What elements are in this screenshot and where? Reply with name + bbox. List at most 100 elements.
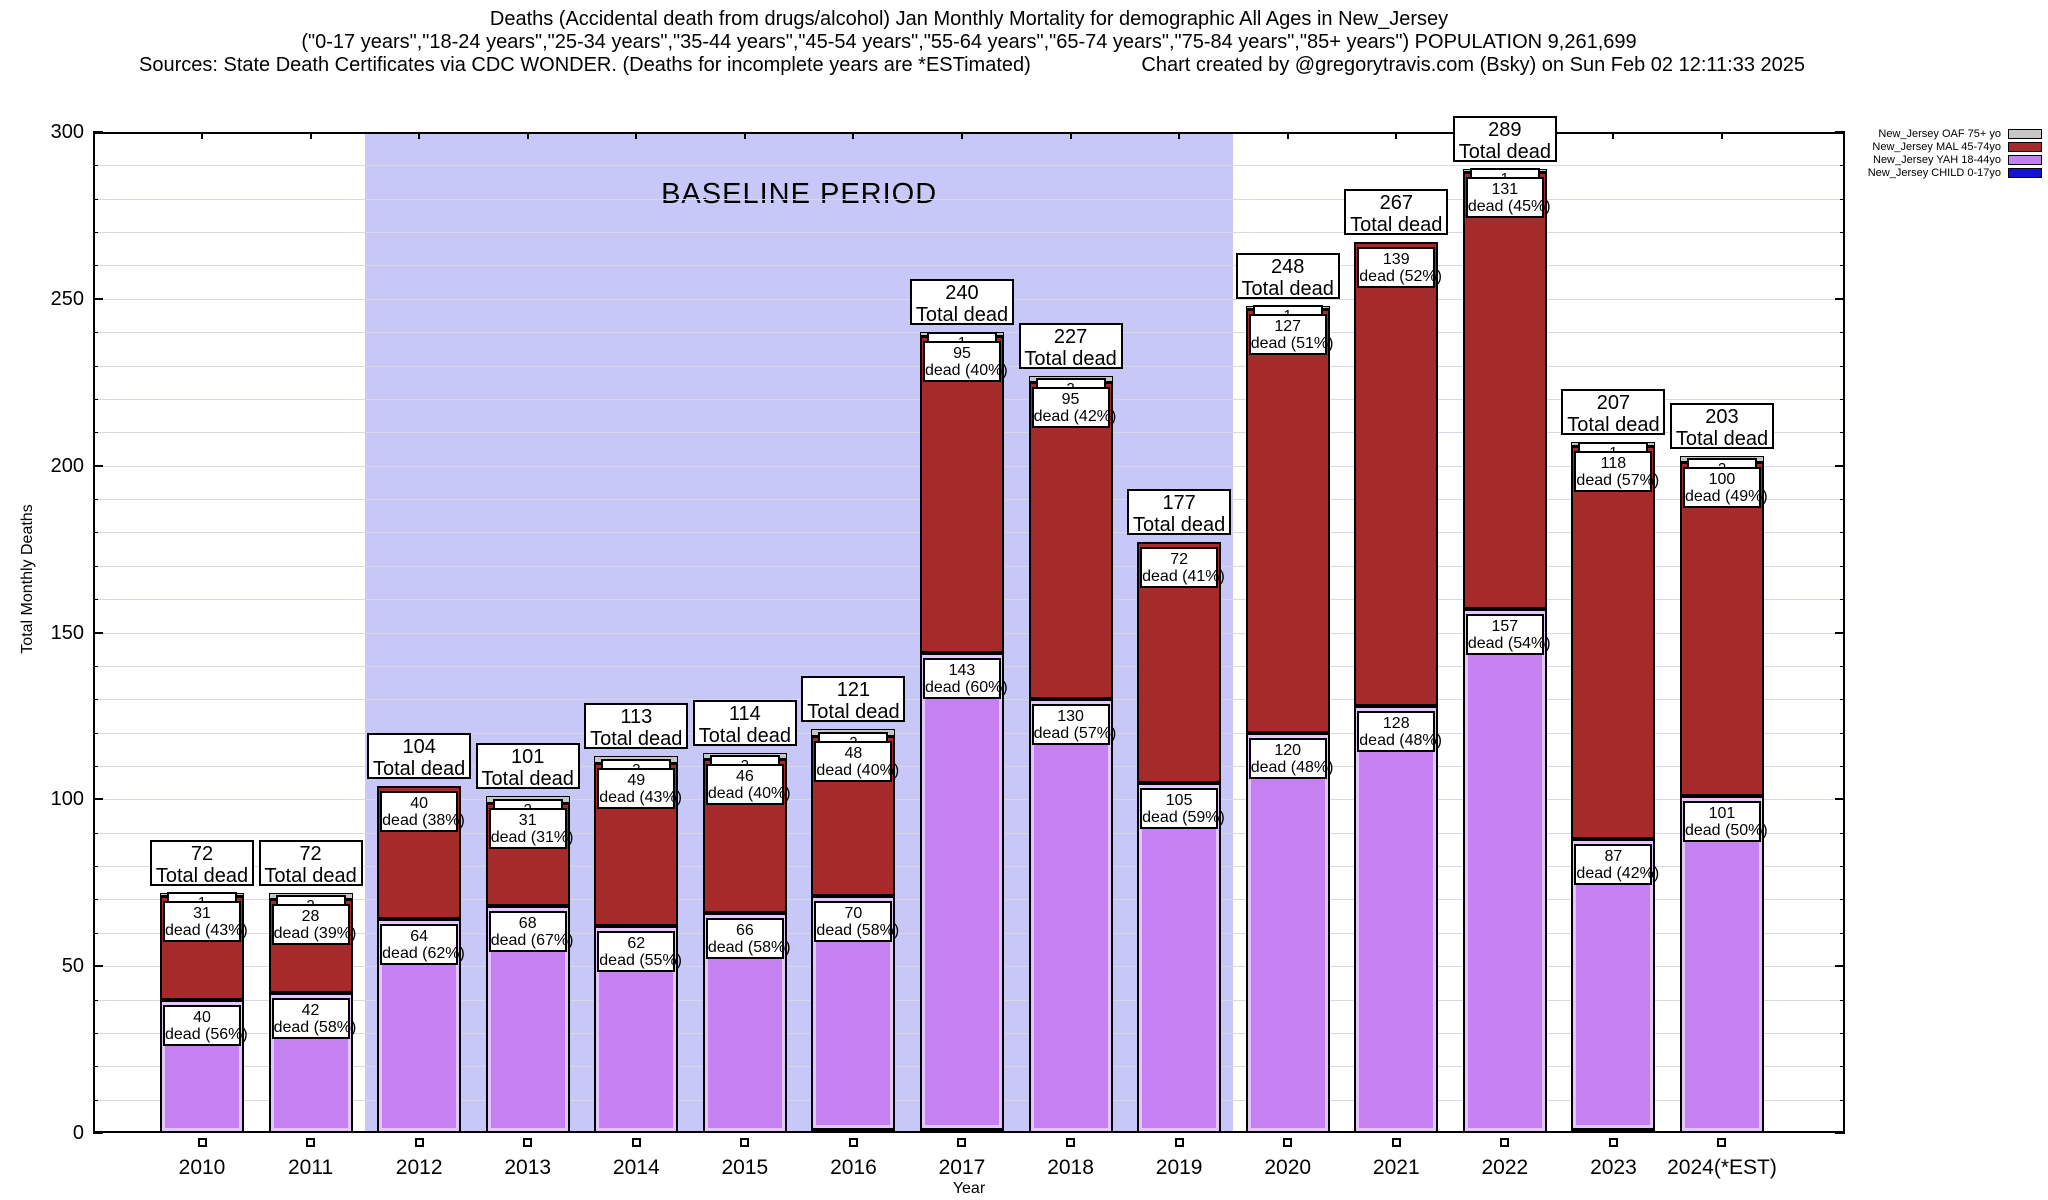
baseline-period-label: BASELINE PERIOD [661,178,938,210]
mal-percent: dead (51%) [1250,334,1334,352]
yah-percent: dead (62%) [382,945,465,963]
yah-count: 120 [1274,741,1302,759]
y-axis-minor-tick [93,499,98,501]
total-dead-label: 104 Total dead [367,732,472,780]
x-axis-marker [197,1138,207,1147]
yah-percent: dead (58%) [273,1018,357,1036]
total-dead-value: 203 [1705,405,1739,428]
y-axis-minor-tick [1840,832,1845,834]
mal-count: 28 [301,908,320,926]
y-axis-minor-tick [93,665,98,667]
legend-swatch [2008,168,2042,178]
total-dead-caption: Total dead [1024,347,1117,370]
x-tick-label: 2017 [938,1156,986,1179]
x-axis-marker [631,1138,641,1147]
x-axis-marker [306,1138,316,1147]
total-dead-caption: Total dead [915,304,1009,327]
legend-swatch [2008,142,2042,152]
x-tick-label: 2020 [1264,1156,1312,1179]
x-tick-label: 2014 [612,1156,660,1179]
total-dead-caption: Total dead [698,724,791,747]
x-axis-marker [1500,1138,1510,1147]
total-dead-value: 240 [945,282,979,305]
yah-label: 105 dead (59%) [1140,787,1225,829]
x-tick-label: 2019 [1155,1156,1203,1179]
y-axis-tick [93,798,103,801]
yah-label: 157 dead (54%) [1465,614,1551,656]
yah-count: 101 [1708,804,1736,822]
y-tick-label: 250 [50,287,84,310]
mal-count: 118 [1600,454,1627,472]
x-axis-marker [1174,1138,1184,1147]
mal-label: 118 dead (57%) [1574,450,1659,492]
mal-percent: dead (40%) [924,361,1008,379]
y-tick-label: 200 [50,454,84,477]
x-axis-marker [957,1138,967,1147]
total-dead-caption: Total dead [1675,427,1769,450]
y-axis-minor-tick [93,398,98,400]
bar-segment-mal-2023 [1571,445,1656,840]
x-tick-label: 2022 [1481,1156,1529,1179]
yah-count: 62 [627,935,646,953]
legend-label: New_Jersey MAL 45-74yo [1872,141,2001,153]
total-dead-caption: Total dead [1567,414,1660,437]
yah-label: 40 dead (56%) [163,1004,248,1046]
mal-label: 40 dead (38%) [380,790,465,832]
x-tick-label: 2016 [830,1156,877,1179]
total-dead-value: 248 [1271,255,1305,278]
y-axis-minor-tick [93,532,98,534]
total-dead-caption: Total dead [1350,214,1443,237]
y-axis-minor-tick [93,232,98,234]
yah-percent: dead (50%) [1684,821,1768,839]
y-axis-minor-tick [93,765,98,767]
y-axis-minor-tick [93,265,98,267]
y-axis-minor-tick [1840,198,1845,200]
yah-percent: dead (55%) [599,952,682,970]
y-axis-minor-tick [93,832,98,834]
legend-item: New_Jersey YAH 18-44yo [1868,154,2042,166]
y-axis-minor-tick [1840,1099,1845,1101]
legend-swatch [2008,129,2042,139]
y-axis-minor-tick [1840,732,1845,734]
total-dead-label: 113 Total dead [584,702,689,750]
legend: New_Jersey OAF 75+ yo New_Jersey MAL 45-7… [1868,128,2042,180]
y-axis-minor-tick [93,599,98,601]
y-axis-tick [93,1132,103,1134]
mal-percent: dead (41%) [1142,568,1225,586]
bar-segment-yah-2018 [1028,699,1113,1133]
x-tick-label: 2023 [1590,1156,1637,1179]
total-dead-label: 101 Total dead [475,742,580,790]
bar-segment-child-2016 [811,1129,896,1133]
x-axis-top-tick [1178,132,1181,139]
y-axis-minor-tick [93,332,98,334]
mal-count: 49 [627,771,646,789]
mal-label: 31 dead (43%) [163,901,248,943]
total-dead-caption: Total dead [264,864,357,887]
yah-label: 120 dead (48%) [1248,737,1334,779]
yah-count: 143 [948,661,976,679]
yah-percent: dead (42%) [1576,865,1660,883]
yah-count: 68 [518,915,537,933]
total-dead-value: 114 [728,702,761,725]
mal-count: 31 [193,905,211,923]
y-axis-minor-tick [1840,398,1845,400]
total-dead-caption: Total dead [372,757,466,780]
bar-segment-mal-2020 [1245,308,1330,733]
mal-count: 127 [1274,317,1302,335]
yah-count: 64 [410,928,429,946]
y-axis-minor-tick [93,866,98,868]
yah-label: 66 dead (58%) [705,917,791,959]
x-axis-marker [414,1138,424,1147]
y-tick-label: 100 [50,788,84,811]
yah-percent: dead (60%) [924,678,1008,696]
yah-percent: dead (48%) [1250,758,1334,776]
total-dead-caption: Total dead [1241,277,1334,300]
yah-label: 87 dead (42%) [1574,844,1660,886]
total-dead-value: 101 [511,745,545,768]
y-axis-tick [1835,131,1845,133]
y-axis-tick [1835,798,1845,801]
total-dead-caption: Total dead [1458,140,1551,163]
x-axis-marker [848,1138,858,1147]
mal-count: 139 [1382,251,1410,269]
x-axis-top-tick [635,132,638,139]
